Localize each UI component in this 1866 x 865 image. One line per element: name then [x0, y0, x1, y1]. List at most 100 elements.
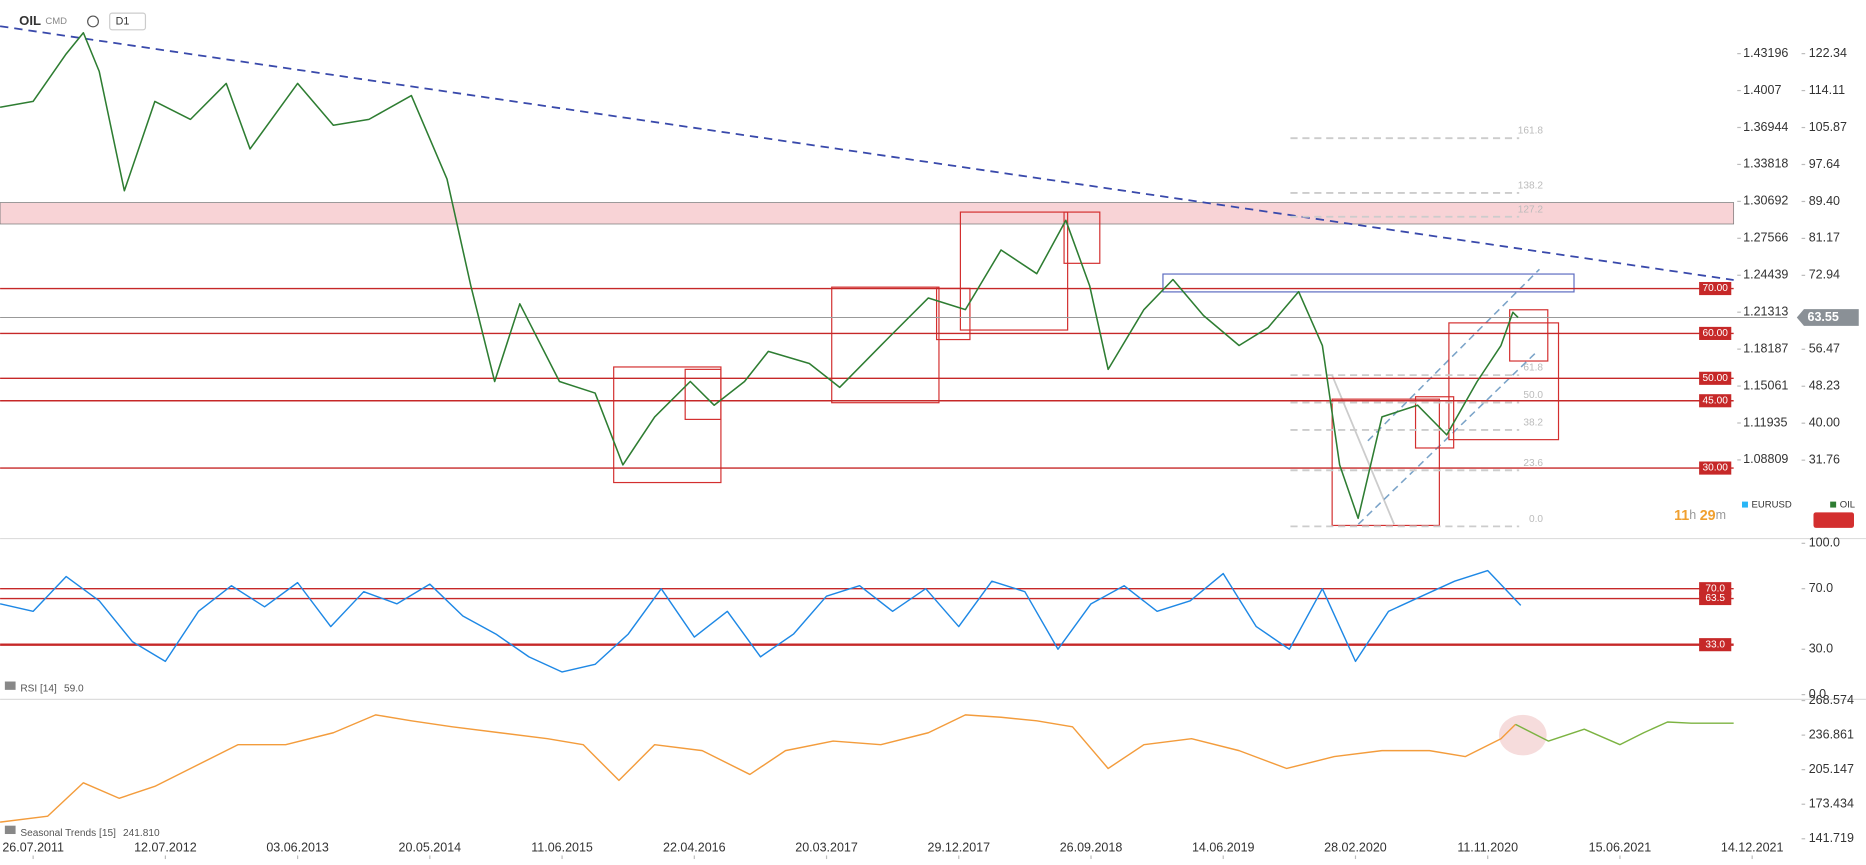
y2-tick-label: 1.24439: [1743, 268, 1788, 282]
fib-label: 161.8: [1518, 126, 1544, 137]
series-line: [0, 569, 1522, 673]
y2-tick-label: 1.11935: [1743, 415, 1787, 429]
x-tick-label: 26.09.2018: [1060, 841, 1123, 855]
box: [1331, 398, 1440, 527]
level-label-box: [1699, 326, 1732, 340]
range-box: [1162, 273, 1575, 293]
x-tick-label: 15.06.2021: [1589, 841, 1652, 855]
current-price-tag: [1796, 309, 1859, 326]
pattern-boxes: [613, 211, 1560, 527]
y-tick-label: 141.719: [1809, 831, 1854, 845]
level-label-box: [1699, 591, 1732, 606]
x-tick-label: 20.05.2014: [399, 841, 462, 855]
x-tick-label: 22.04.2016: [663, 841, 726, 855]
fib-label: 138.2: [1518, 180, 1544, 191]
box: [935, 287, 971, 341]
y2-tick-label: 1.33818: [1743, 157, 1788, 171]
x-tick-label: 20.03.2017: [795, 841, 858, 855]
y2-tick-label: 1.30692: [1743, 194, 1788, 208]
resistance-zone: [0, 202, 1735, 225]
level-label-box: [1699, 394, 1732, 408]
settings-button[interactable]: [1813, 512, 1854, 528]
y2-tick-label: 1.21313: [1743, 304, 1788, 318]
x-tick-label: 26.07.2011: [2, 841, 64, 855]
legend-label: OIL: [1840, 500, 1855, 511]
level-label: 33.0: [1705, 639, 1725, 650]
indicator-title: Seasonal Trends [15]: [20, 828, 116, 839]
level-label: 30.00: [1703, 463, 1729, 474]
y-tick-label: 236.861: [1809, 727, 1854, 741]
box: [831, 286, 940, 404]
indicator-label: Seasonal Trends [15] 241.810: [20, 828, 160, 839]
panel-icon: [4, 825, 16, 835]
y-tick-label: 40.00: [1809, 415, 1840, 429]
x-tick-label: 11.06.2015: [531, 841, 593, 855]
fib-label: 127.2: [1518, 204, 1544, 215]
level-label: 60.00: [1703, 328, 1729, 339]
timer-unit: h: [1689, 508, 1696, 522]
level-label: 70.00: [1703, 283, 1729, 294]
y-tick-label: 173.434: [1809, 797, 1854, 811]
panel-icon: [4, 681, 16, 690]
y-tick-label: 81.17: [1809, 231, 1840, 245]
y2-tick-label: 1.08809: [1743, 452, 1788, 466]
decorations: [0, 12, 1866, 835]
current-price: 63.55: [1808, 310, 1839, 324]
info-icon[interactable]: [87, 15, 99, 28]
level-label-box: [1699, 582, 1732, 596]
level-label: 70.0: [1705, 583, 1725, 594]
fib-label: 50.0: [1523, 390, 1543, 401]
y-tick-label: 0.0: [1809, 687, 1826, 701]
x-tick-label: 03.06.2013: [266, 841, 329, 855]
indicator-title: RSI [14]: [20, 683, 57, 694]
y-tick-label: 30.0: [1809, 642, 1833, 656]
y-tick-label: 72.94: [1809, 268, 1840, 282]
x-tick-label: 28.02.2020: [1324, 841, 1387, 855]
level-label: 45.00: [1703, 395, 1729, 406]
series-line: [0, 714, 1517, 823]
fib-label: 23.6: [1523, 458, 1543, 469]
y2-tick-label: 1.27566: [1743, 231, 1788, 245]
drawn-line: [1331, 374, 1395, 525]
level-label-box: [1699, 281, 1732, 296]
channel-line: [1357, 350, 1538, 525]
fib-label: 38.2: [1523, 417, 1543, 428]
level-label-box: [1699, 461, 1732, 475]
highlight: [1498, 714, 1547, 756]
y-tick-label: 31.76: [1809, 452, 1840, 466]
x-tick-label: 29.12.2017: [927, 841, 990, 855]
y-tick-label: 70.0: [1809, 581, 1833, 595]
y-tick-label: 48.23: [1809, 379, 1840, 393]
interval-select[interactable]: [109, 12, 147, 31]
y2-tick-label: 1.43196: [1743, 46, 1788, 60]
level-label: 63.5: [1705, 593, 1725, 604]
trend-line: [0, 25, 1734, 281]
timer-minutes: 29: [1700, 508, 1716, 524]
timer: 11h 29m: [1674, 508, 1726, 524]
market: CMD: [45, 16, 67, 27]
y2-tick-label: 1.36944: [1743, 120, 1788, 134]
y-tick-label: 114.11: [1809, 83, 1845, 97]
y-tick-label: 97.64: [1809, 157, 1840, 171]
legend-swatch: [1742, 501, 1748, 508]
y-tick-label: 122.34: [1809, 46, 1847, 60]
legend-swatch: [1830, 501, 1837, 508]
interval[interactable]: D1: [116, 15, 130, 27]
indicator-value: 241.810: [123, 828, 160, 839]
y-tick-label: 205.147: [1809, 762, 1854, 776]
y2-tick-label: 1.4007: [1743, 83, 1781, 97]
box: [684, 368, 722, 420]
series-line: [1515, 721, 1734, 746]
x-tick-label: 12.07.2012: [134, 841, 197, 855]
box: [613, 366, 722, 484]
y-tick-label: 105.87: [1809, 120, 1847, 134]
y-tick-label: 268.574: [1809, 693, 1854, 707]
level-label-box: [1699, 638, 1732, 652]
fib-label: 61.8: [1523, 363, 1543, 374]
indicator-label: RSI [14] 59.0: [20, 683, 84, 694]
box: [1509, 309, 1549, 362]
box: [1448, 322, 1560, 441]
level-label-box: [1699, 371, 1732, 385]
